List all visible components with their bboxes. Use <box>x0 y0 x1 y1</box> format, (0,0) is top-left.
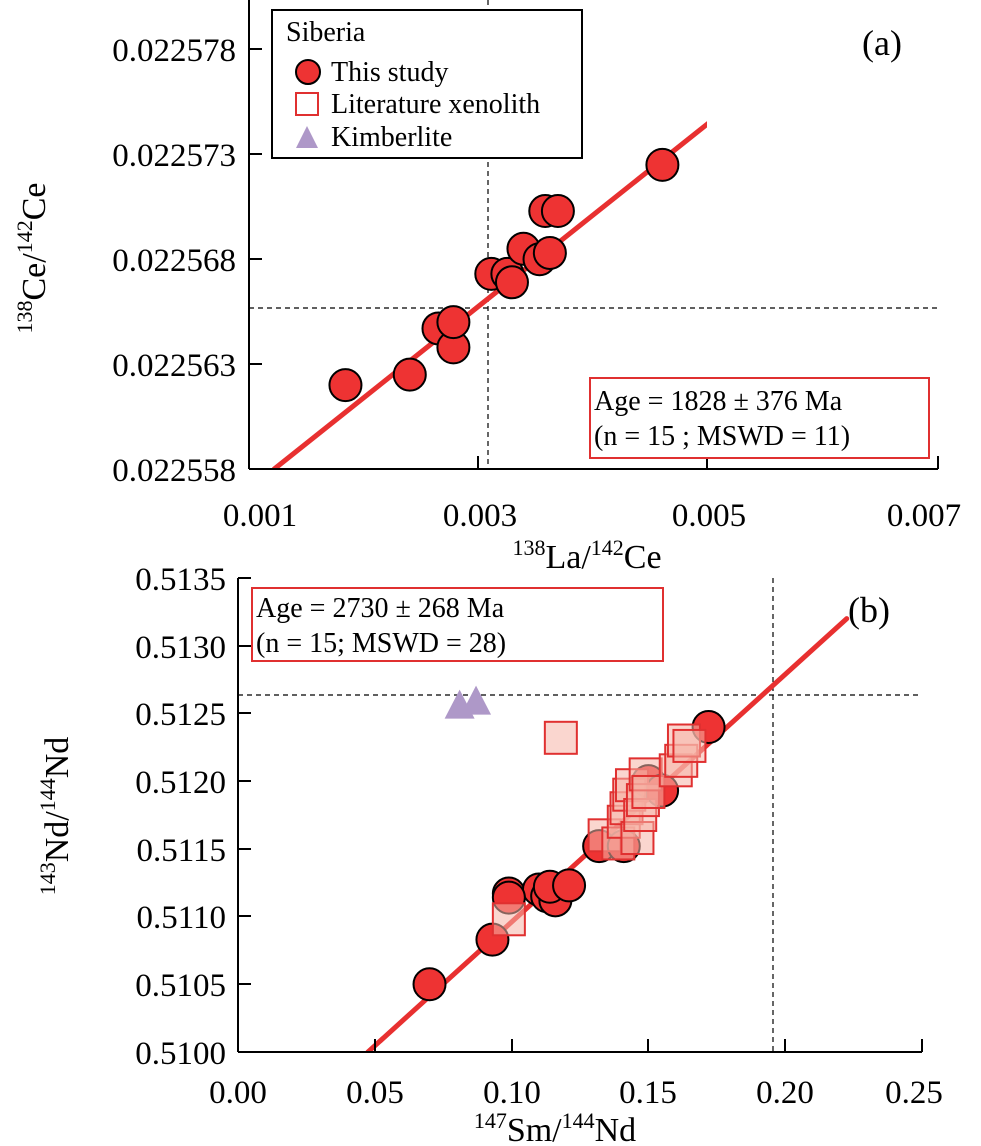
panel-a-y-tick-label: 0.022568 <box>112 243 236 279</box>
data-point-triangle <box>461 685 492 715</box>
age-box-frame <box>589 377 930 459</box>
panel-b: 0.5100 0.5105 0.5110 0.5115 0.5120 0.512… <box>35 562 943 1146</box>
panel-b-y-tick-label: 0.5120 <box>135 765 226 801</box>
panel-a-x-tick-label: 0.003 <box>443 498 517 534</box>
panel-b-points <box>412 685 726 1002</box>
panel-b-x-tick-label: 0.15 <box>619 1075 677 1111</box>
age-box-line1: Age = 2730 ± 268 Ma <box>256 593 505 624</box>
panel-b-x-tick-label: 0.10 <box>483 1075 541 1111</box>
panel-b-x-tick-label: 0.20 <box>756 1075 814 1111</box>
data-point-circle <box>328 368 363 403</box>
panel-b-x-axis-label: 147Sm/144Nd <box>474 1108 636 1146</box>
panel-b-y-tick-label: 0.5130 <box>135 630 226 666</box>
data-point-circle <box>552 868 587 903</box>
data-point-square <box>672 728 707 763</box>
data-point-circle <box>494 265 529 300</box>
panel-a-y-ticks <box>249 48 262 470</box>
data-point-circle <box>532 235 567 270</box>
panel-b-y-tick-label: 0.5135 <box>135 562 226 598</box>
panel-a-y-tick-label: 0.022578 <box>112 33 236 69</box>
legend-triangle-icon <box>296 126 318 148</box>
panel-b-y-tick-label: 0.5115 <box>136 833 226 869</box>
legend-title: Siberia <box>286 17 366 48</box>
panel-a-age-box: Age = 1828 ± 376 Ma (n = 15 ; MSWD = 11) <box>589 377 930 459</box>
panel-a: 0.022558 0.022563 0.022568 0.022573 0.02… <box>12 0 961 576</box>
legend-frame <box>271 9 583 159</box>
panel-a-y-tick-label: 0.022573 <box>112 138 236 174</box>
panel-a-x-tick-label: 0.005 <box>672 498 746 534</box>
panel-b-y-tick-label: 0.5105 <box>135 968 226 1004</box>
data-point-square <box>491 902 526 937</box>
panel-a-y-tick-label: 0.022563 <box>112 348 236 384</box>
panel-b-label: (b) <box>848 590 890 630</box>
panel-b-x-ticks <box>237 1039 923 1052</box>
panel-a-y-tick-label: 0.022558 <box>112 453 236 489</box>
age-box-line1: Age = 1828 ± 376 Ma <box>594 386 843 417</box>
data-point-circle <box>412 967 447 1002</box>
legend-label: Kimberlite <box>331 122 452 153</box>
panel-a-points <box>328 23 839 403</box>
panel-b-age-box: Age = 2730 ± 268 Ma (n = 15; MSWD = 28) <box>251 587 664 662</box>
legend-square-icon <box>295 92 319 116</box>
panel-b-x-tick-label: 0.05 <box>346 1075 404 1111</box>
panel-b-x-tick-label: 0.25 <box>885 1075 943 1111</box>
data-point-square <box>543 720 578 755</box>
data-point-circle <box>392 357 427 392</box>
data-point-circle <box>436 305 471 340</box>
panel-a-y-axis-label: 138Ce/142Ce <box>12 183 53 334</box>
panel-a-x-axis-label: 138La/142Ce <box>512 535 661 576</box>
data-point-circle <box>807 23 839 55</box>
panel-b-y-axis-label: 143Nd/144Nd <box>35 737 76 896</box>
age-box-frame <box>251 587 664 662</box>
panel-a-x-tick-label: 0.001 <box>223 498 297 534</box>
data-point-circle <box>645 147 680 182</box>
panel-b-y-tick-label: 0.5100 <box>135 1036 226 1072</box>
panel-b-y-tick-label: 0.5125 <box>135 697 226 733</box>
panel-b-y-tick-label: 0.5110 <box>136 900 226 936</box>
legend-circle-icon <box>295 59 321 85</box>
panel-b-x-tick-label: 0.00 <box>209 1075 267 1111</box>
panel-b-y-ticks <box>238 577 251 1053</box>
panel-a-x-tick-label: 0.007 <box>887 498 961 534</box>
legend-label: Literature xenolith <box>331 89 540 120</box>
panel-a-label: (a) <box>862 23 902 63</box>
panel-a-legend: Siberia This study Literature xenolith K… <box>271 9 583 159</box>
age-box-line2: (n = 15 ; MSWD = 11) <box>594 421 850 452</box>
legend-label: This study <box>331 57 448 88</box>
age-box-line2: (n = 15; MSWD = 28) <box>256 628 506 659</box>
data-point-circle <box>540 193 575 228</box>
